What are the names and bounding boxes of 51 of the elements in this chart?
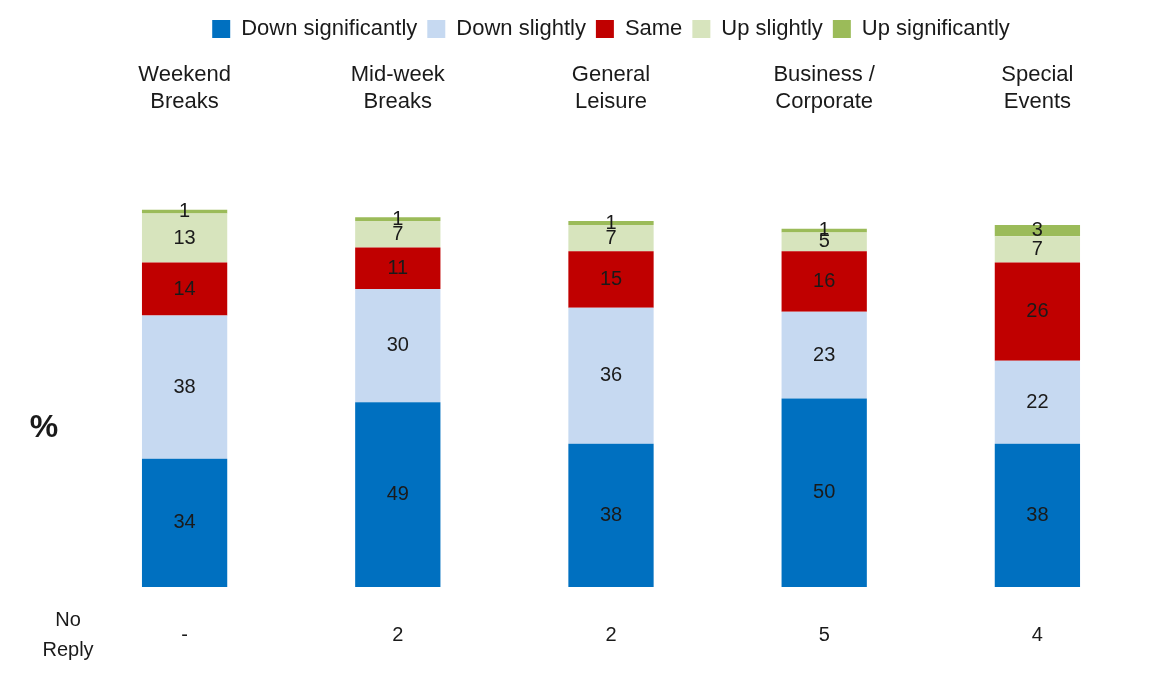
data-label: 14 bbox=[173, 276, 196, 299]
bar bbox=[355, 402, 441, 587]
text: 2 bbox=[605, 622, 617, 645]
data-label: 15 bbox=[599, 267, 623, 290]
y-axis-title: % bbox=[29, 407, 59, 444]
bar bbox=[568, 307, 654, 444]
text: 2 bbox=[392, 622, 404, 645]
data-label: 38 bbox=[599, 502, 623, 525]
data-label: 23 bbox=[813, 342, 836, 365]
data-label: 26 bbox=[1026, 299, 1049, 322]
bar bbox=[568, 443, 654, 587]
text: - bbox=[181, 622, 188, 645]
bar bbox=[568, 251, 654, 308]
data-label: 38 bbox=[173, 374, 196, 397]
data-label: 16 bbox=[813, 268, 836, 291]
bar bbox=[355, 289, 441, 403]
legend-label: Up slightly bbox=[721, 15, 823, 41]
bar bbox=[355, 247, 441, 289]
text: No Reply bbox=[42, 607, 94, 660]
bar bbox=[994, 236, 1081, 263]
legend-label: Same bbox=[624, 15, 683, 41]
data-label: 11 bbox=[387, 255, 409, 278]
text: 4 bbox=[1031, 622, 1043, 645]
legend-label: Up significantly bbox=[861, 15, 1010, 41]
data-label: 30 bbox=[386, 333, 409, 356]
data-label: 50 bbox=[813, 480, 836, 503]
bar bbox=[781, 398, 867, 587]
data-label: 13 bbox=[173, 225, 196, 248]
x-tick-label: Weekend Breaks bbox=[138, 61, 231, 113]
bar bbox=[781, 311, 867, 399]
bar bbox=[994, 262, 1081, 361]
bar bbox=[781, 251, 867, 312]
bar bbox=[141, 458, 228, 587]
x-tick-label: Special Events bbox=[1001, 61, 1074, 113]
bar bbox=[141, 262, 228, 316]
bar bbox=[141, 315, 228, 459]
bar bbox=[994, 360, 1081, 444]
text: 5 bbox=[818, 622, 830, 645]
data-label: 36 bbox=[599, 363, 623, 386]
x-tick-label: General Leisure bbox=[571, 61, 651, 113]
x-tick-label: Mid-week Breaks bbox=[350, 61, 446, 113]
data-label: 1 bbox=[179, 199, 191, 222]
bar bbox=[994, 224, 1081, 237]
data-label: 22 bbox=[1026, 389, 1049, 412]
data-label: 34 bbox=[173, 510, 196, 533]
legend-label: Down slightly bbox=[456, 15, 586, 41]
data-label: 49 bbox=[386, 482, 409, 505]
legend-label: Down significantly bbox=[241, 15, 418, 41]
x-tick-label: Business / Corporate bbox=[773, 61, 876, 113]
data-label: 38 bbox=[1026, 502, 1049, 525]
bar bbox=[994, 443, 1081, 587]
